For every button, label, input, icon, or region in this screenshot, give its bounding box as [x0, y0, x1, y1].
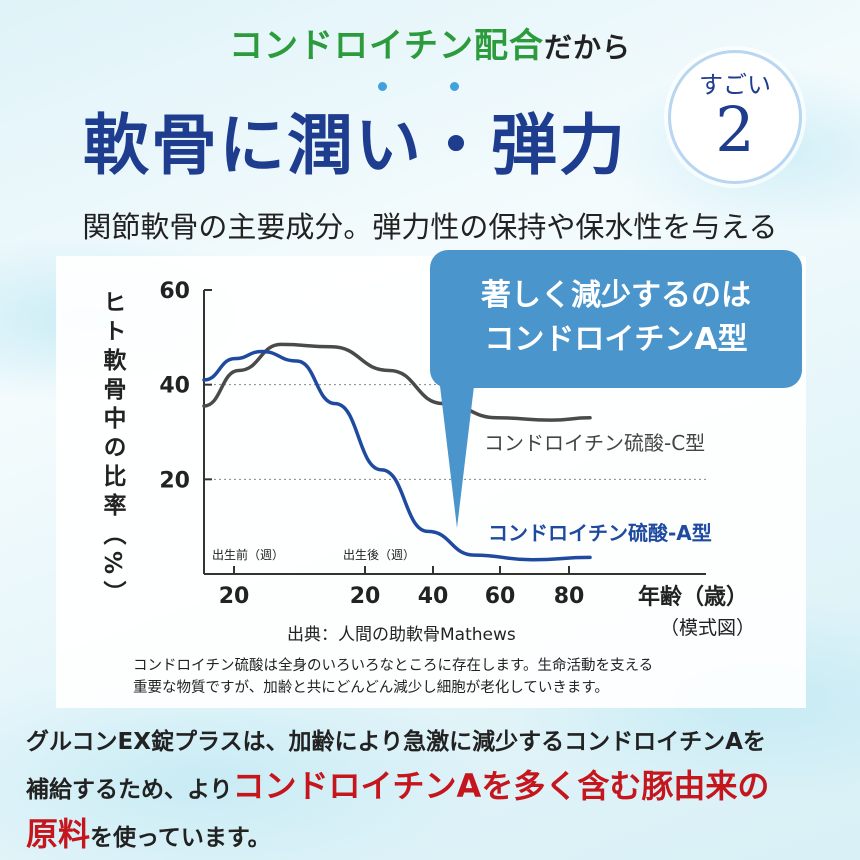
- y-axis-label: ヒト軟骨中の比率（%）: [99, 290, 127, 609]
- chart-source: 出典：人間の助軟骨Mathews: [287, 625, 516, 645]
- badge-number: 2: [715, 93, 755, 166]
- badge-label: すごい: [699, 71, 771, 99]
- x-segment-prenatal: 出生前（週）: [212, 547, 284, 562]
- headline-subtitle: コンドロイチン配合だから: [228, 26, 631, 66]
- y-tick-label: 60: [159, 279, 190, 304]
- callout-line-1: 著しく減少するのは: [481, 278, 751, 313]
- feature-badge: すごい 2: [668, 50, 802, 184]
- callout-line-2: コンドロイチンA型: [484, 322, 748, 357]
- x-tick-label: 80: [554, 584, 585, 609]
- series-line-c: [202, 342, 592, 422]
- closing-text: グルコンEX錠プラスは、加齢により急激に減少するコンドロイチンAを 補給するため…: [26, 720, 846, 860]
- series-label-a: コンドロイチン硫酸-A型: [488, 521, 712, 545]
- x-segment-postnatal: 出生後（週）: [343, 548, 415, 562]
- x-axis-label: 年齢（歳）: [638, 584, 748, 610]
- lead-text: 関節軟骨の主要成分。弾力性の保持や保水性を与える: [82, 210, 778, 244]
- closing-line-3: 原料を使っています。: [26, 815, 271, 853]
- chart-svg: 60 40 20 20 20 40 60 80 ヒト軟骨中の比率（%） 出生前（週） 出生後…: [99, 279, 755, 696]
- page-title: 軟骨に潤い・弾力: [83, 106, 627, 184]
- x-tick-label: 20: [219, 584, 250, 609]
- chart-note-1: コンドロイチン硫酸は全身のいろいろなところに存在します。生命活動を支える: [133, 656, 653, 674]
- y-tick-label: 20: [159, 468, 190, 493]
- closing-line-2: 補給するため、よりコンドロイチンAを多く含む豚由来の: [26, 767, 770, 805]
- closing-line-1: グルコンEX錠プラスは、加齢により急激に減少するコンドロイチンAを: [26, 729, 766, 755]
- x-tick-label: 40: [418, 584, 449, 609]
- series-line-a: [202, 349, 592, 562]
- x-tick-label: 60: [485, 584, 516, 609]
- x-axis-note: （模式図）: [660, 617, 755, 639]
- x-tick-label: 20: [350, 584, 381, 609]
- series-label-c: コンドロイチン硫酸-C型: [484, 431, 705, 455]
- emphasis-dots: [350, 82, 510, 96]
- callout-box: 著しく減少するのは コンドロイチンA型: [430, 250, 802, 388]
- chart-note-2: 重要な物質ですが、加齢と共にどんどん減少し細胞が老化していきます。: [133, 678, 609, 696]
- y-tick-label: 40: [159, 374, 190, 399]
